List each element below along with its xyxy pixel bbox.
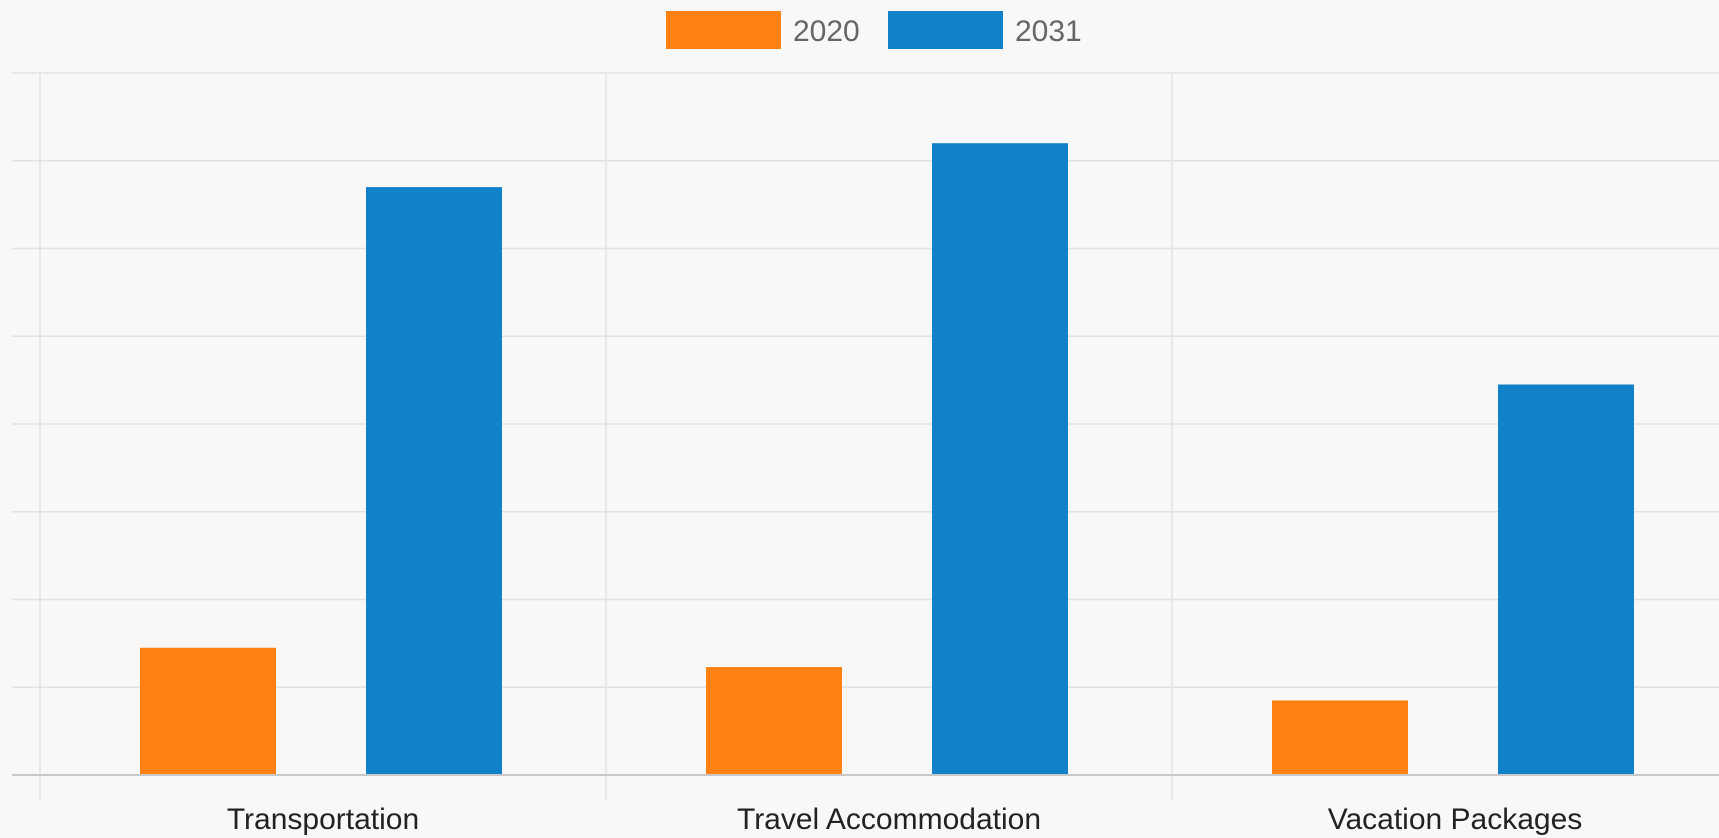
legend-label-2020: 2020 bbox=[793, 15, 860, 48]
x-tick-label-1: Travel Accommodation bbox=[737, 803, 1041, 836]
bar-2031-2[interactable] bbox=[1498, 384, 1634, 775]
legend-label-2031: 2031 bbox=[1015, 15, 1082, 48]
bars bbox=[140, 143, 1634, 775]
x-tick-label-0: Transportation bbox=[227, 803, 419, 836]
legend-item-2020[interactable]: 2020 bbox=[666, 11, 860, 49]
bar-2020-0[interactable] bbox=[140, 647, 276, 775]
x-tick-label-2: Vacation Packages bbox=[1328, 803, 1583, 836]
bar-2020-1[interactable] bbox=[706, 667, 842, 775]
x-tick-labels: Transportation Travel Accommodation Vacati… bbox=[227, 803, 1582, 836]
legend-swatch-2020 bbox=[666, 11, 781, 49]
bar-2031-1[interactable] bbox=[932, 143, 1068, 775]
legend-swatch-2031 bbox=[888, 11, 1003, 49]
bar-2020-2[interactable] bbox=[1272, 700, 1408, 775]
legend-item-2031[interactable]: 2031 bbox=[888, 11, 1082, 49]
legend[interactable]: 2020 2031 bbox=[666, 11, 1082, 49]
grid-lines bbox=[12, 72, 1719, 800]
bar-2031-0[interactable] bbox=[366, 187, 502, 775]
